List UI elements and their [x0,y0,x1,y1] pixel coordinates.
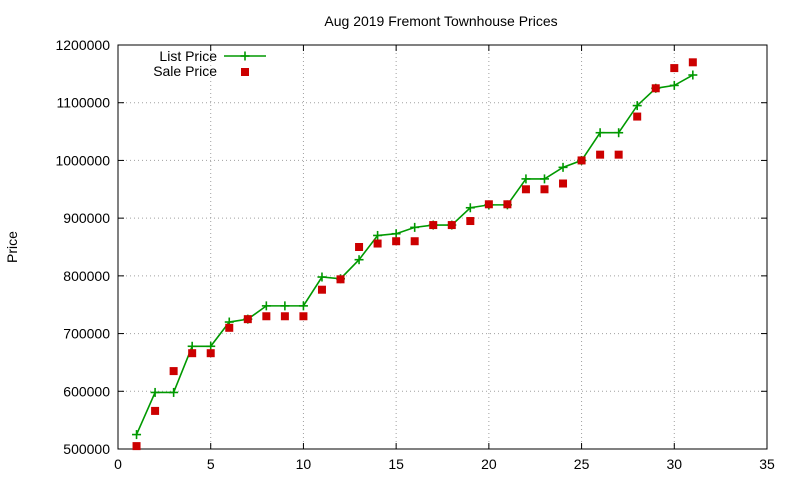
x-tick-label: 35 [759,456,775,472]
sale-price-point [521,185,530,194]
sale-price-point [299,312,308,321]
legend-plus-marker [240,51,250,61]
list-price-point [632,101,642,111]
axis-ticks: 0 5 10 15 20 25 30 35 500000 600000 700000 800000 90… [55,37,775,472]
sale-price-point [670,64,679,73]
x-tick-label: 5 [207,456,215,472]
x-tick-label: 0 [114,456,122,472]
sale-price-point [633,112,642,121]
sale-price-point [577,156,586,165]
list-price-point [410,222,420,232]
list-price-point [298,301,308,311]
x-tick-label: 20 [481,456,497,472]
sale-price-point [429,221,438,230]
chart-title: Aug 2019 Fremont Townhouse Prices [324,13,557,29]
sale-price-point [243,315,252,324]
sale-price-point [540,185,549,194]
x-tick-label: 25 [574,456,590,472]
sale-price-point [410,237,419,246]
list-price-point [150,387,160,397]
series-layer [132,58,698,451]
list-price-point [261,301,271,311]
x-tick-label: 15 [388,456,404,472]
sale-price-point [262,312,271,321]
y-tick-label: 700000 [63,326,110,342]
y-tick-label: 1100000 [57,95,111,111]
list-price-point [614,128,624,138]
legend: List Price Sale Price [153,48,266,79]
sale-price-point [206,349,215,358]
sale-price-point [447,221,456,230]
sale-price-point [651,84,660,93]
legend-label-sale-price: Sale Price [153,63,217,79]
sale-price-point [188,349,197,358]
legend-label-list-price: List Price [159,48,217,64]
sale-price-point [559,179,568,188]
sale-price-point [688,58,697,67]
grid-lines [118,45,767,449]
list-price-point [280,301,290,311]
list-price-point [539,174,549,184]
list-price-point [669,80,679,90]
list-price-point [317,272,327,282]
list-price-point [465,203,475,213]
sale-price-point [151,406,160,415]
list-price-point [132,430,142,440]
y-tick-label: 1000000 [55,152,110,168]
sale-price-point [373,239,382,248]
list-price-point [354,255,364,265]
sale-price-point [132,442,141,451]
x-tick-label: 10 [296,456,312,472]
legend-swatch-sale-price [241,68,249,76]
y-tick-label: 800000 [63,268,110,284]
sale-price-point [596,150,605,159]
y-tick-label: 900000 [63,210,110,226]
sale-price-point [317,285,326,294]
sale-price-point [614,150,623,159]
legend-square-marker [241,68,249,76]
series-0 [132,70,698,440]
plot-frame [117,44,768,450]
sale-price-point [503,200,512,209]
sale-price-point [392,237,401,246]
list-price-point [169,387,179,397]
list-price-line [135,74,694,435]
series-1 [132,58,697,451]
list-price-point [558,162,568,172]
list-price-point [521,174,531,184]
y-axis-label: Price [4,231,20,263]
sale-price-point [466,217,475,226]
sale-price-point [169,367,178,376]
list-price-point [595,128,605,138]
sale-price-point [225,323,234,332]
sale-price-point [484,200,493,209]
list-price-point [391,229,401,239]
legend-swatch-list-price [224,51,266,61]
sale-price-point [280,312,289,321]
sale-price-point [336,275,345,284]
x-tick-label: 30 [666,456,682,472]
y-tick-label: 500000 [63,441,110,457]
list-price-point [373,230,383,240]
sale-price-point [355,243,364,251]
list-price-point [688,70,698,80]
y-tick-label: 600000 [63,383,110,399]
y-tick-label: 1200000 [55,37,110,53]
